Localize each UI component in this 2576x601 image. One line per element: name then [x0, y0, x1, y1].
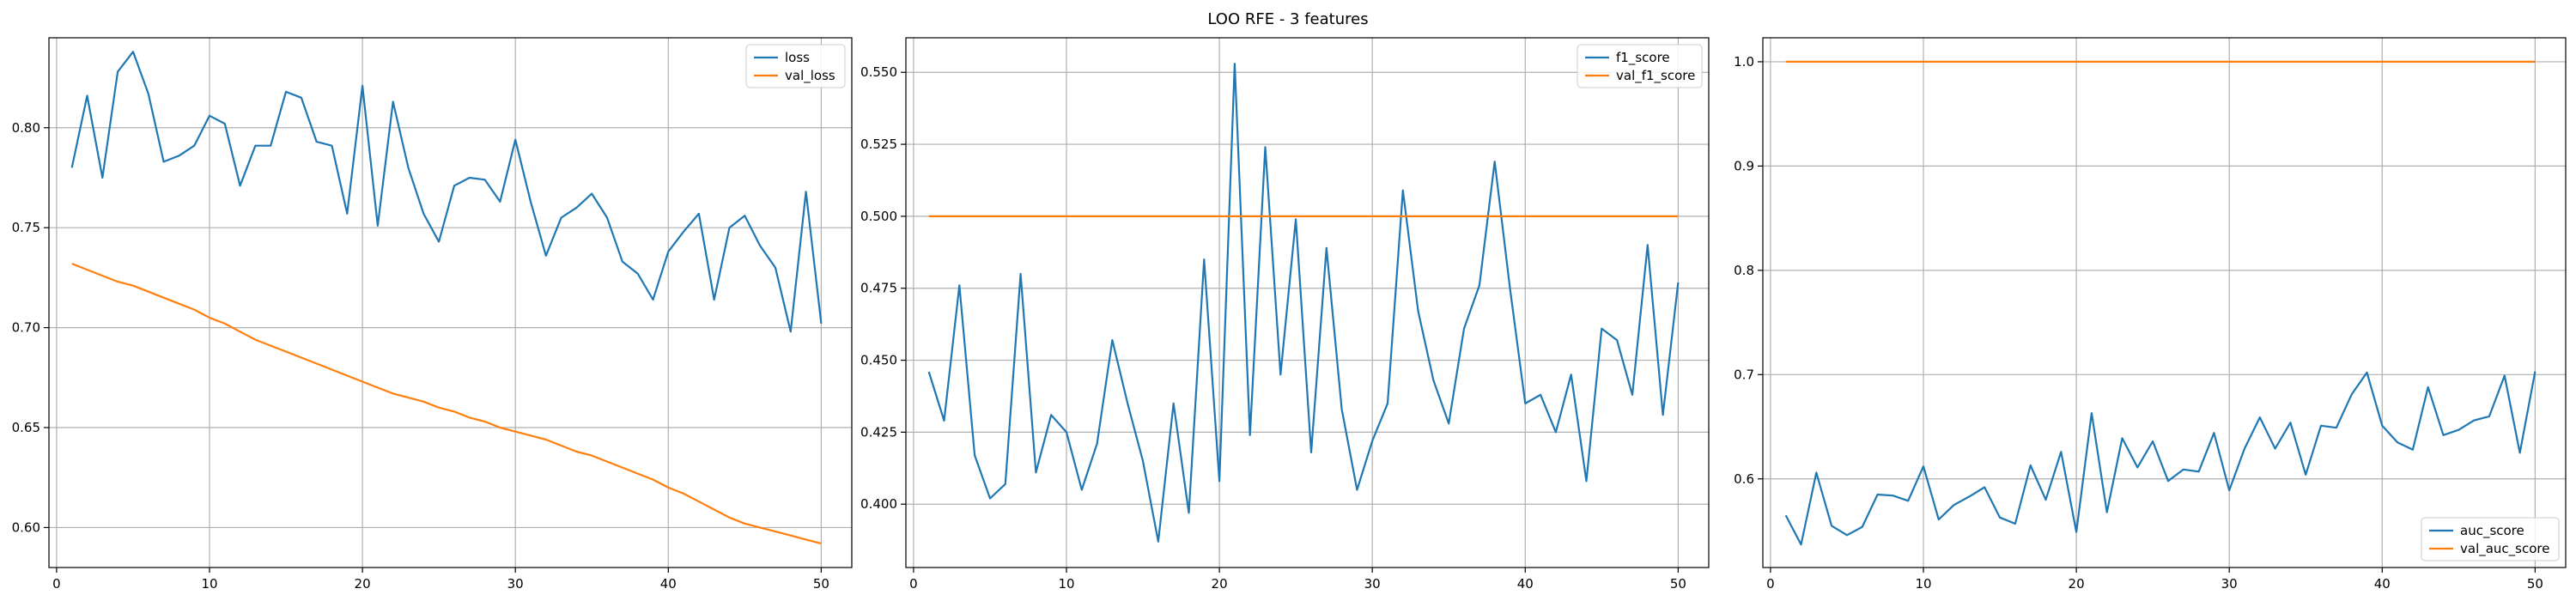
x-tick-label: 0	[1766, 576, 1775, 592]
x-tick-label: 20	[1212, 576, 1228, 592]
legend-box	[2421, 517, 2560, 562]
legend-label: auc_score	[2460, 523, 2524, 539]
x-tick-label: 30	[507, 576, 524, 592]
plot-area	[1763, 38, 2566, 568]
legend-label: val_loss	[785, 68, 835, 84]
x-tick-label: 0	[909, 576, 918, 592]
legend-label: val_f1_score	[1616, 68, 1695, 84]
subplot-2: 0 10 20 30 40 50 0.400 0.425 0.450 0.475 0.500 0.52…	[860, 37, 1710, 592]
y-tick-label: 0.60	[12, 519, 40, 535]
y-tick-label: 0.8	[1734, 263, 1754, 278]
series-line-loss	[70, 51, 823, 333]
axes-frame	[48, 37, 853, 568]
legend: f1_score val_f1_score	[1577, 44, 1703, 88]
x-tick-label: 10	[201, 576, 217, 592]
figure-title: LOO RFE - 3 features	[1207, 10, 1368, 28]
x-tick-label: 30	[1364, 576, 1381, 592]
axes-frame	[905, 37, 1710, 568]
y-tick-label: 0.6	[1734, 471, 1754, 487]
x-tick-label: 40	[2374, 576, 2391, 592]
x-tick-label: 50	[2527, 576, 2543, 592]
subplot-3: 0 10 20 30 40 50 0.6 0.7 0.8 0.9 1.0 auc_score val_a…	[1734, 37, 2567, 592]
y-tick-label: 0.9	[1734, 158, 1754, 173]
subplot-1: 0 10 20 30 40 50 0.60 0.65 0.70 0.75 0.80 loss val_l…	[12, 37, 853, 592]
x-tick-label: 50	[813, 576, 829, 592]
legend-label: val_auc_score	[2460, 541, 2550, 557]
plot-area	[906, 38, 1709, 568]
x-tick-label: 40	[1517, 576, 1534, 592]
y-tick-label: 0.7	[1734, 367, 1754, 382]
x-tick-label: 0	[52, 576, 61, 592]
legend: auc_score val_auc_score	[2421, 517, 2560, 562]
legend-label: f1_score	[1616, 50, 1670, 66]
legend-label: loss	[785, 50, 810, 65]
legend-box	[745, 44, 846, 88]
y-tick-label: 0.450	[860, 353, 897, 368]
x-tick-label: 50	[1670, 576, 1686, 592]
series-line-f1_score	[927, 63, 1680, 543]
x-tick-label: 10	[1915, 576, 1931, 592]
x-tick-label: 10	[1058, 576, 1074, 592]
legend-box	[1577, 44, 1703, 88]
y-tick-label: 0.500	[860, 209, 897, 224]
legend: loss val_loss	[745, 44, 846, 88]
y-tick-label: 0.65	[12, 420, 40, 435]
x-tick-label: 20	[355, 576, 371, 592]
y-tick-label: 0.75	[12, 220, 40, 235]
y-tick-label: 0.475	[860, 281, 897, 296]
subplots: 0 10 20 30 40 500.600.650.700.750.80lossval_l…	[12, 37, 2567, 592]
y-tick-label: 0.400	[860, 496, 897, 512]
x-tick-label: 30	[2221, 576, 2238, 592]
x-tick-label: 20	[2069, 576, 2085, 592]
y-tick-label: 0.70	[12, 320, 40, 336]
y-tick-label: 0.550	[860, 64, 897, 80]
series-line-val_loss	[71, 263, 822, 545]
y-tick-label: 1.0	[1734, 54, 1754, 70]
plot-area	[49, 38, 852, 568]
y-tick-label: 0.80	[12, 120, 40, 136]
y-tick-label: 0.525	[860, 137, 897, 152]
axes-frame	[1762, 37, 2567, 568]
series-line-auc_score	[1784, 371, 2537, 546]
y-tick-label: 0.425	[860, 424, 897, 440]
x-tick-label: 40	[660, 576, 677, 592]
